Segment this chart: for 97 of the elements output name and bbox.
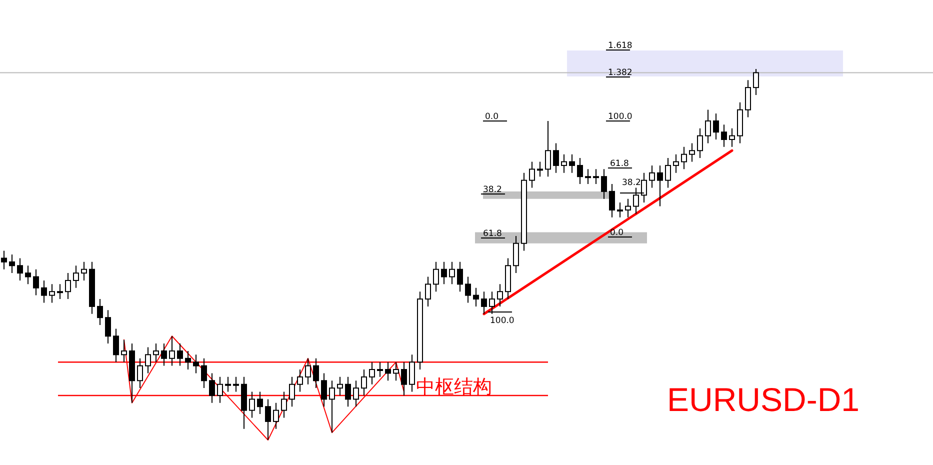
candlestick (353, 380, 359, 408)
candlestick (545, 120, 551, 178)
candlestick (97, 298, 103, 326)
candlestick (729, 128, 735, 148)
annotation: 100.0 (490, 316, 514, 326)
candlestick (329, 380, 335, 434)
candlestick (337, 376, 343, 396)
candlestick (513, 235, 519, 274)
candlestick (689, 142, 695, 162)
candlestick (65, 272, 71, 300)
candlestick (529, 161, 535, 188)
candlestick (17, 258, 23, 281)
candlestick (57, 284, 63, 300)
candlestick (369, 362, 375, 385)
candlestick (465, 276, 471, 304)
candlestick (665, 158, 671, 188)
candlestick (81, 261, 87, 281)
candlestick (609, 184, 615, 218)
candlestick (273, 402, 279, 430)
candlestick (393, 362, 399, 382)
candlestick (441, 261, 447, 285)
candlestick (281, 391, 287, 418)
candlestick (705, 109, 711, 144)
candlestick (33, 268, 39, 296)
candlestick (409, 354, 415, 392)
candlestick (121, 339, 127, 363)
annotation: 1.382 (608, 68, 632, 78)
candlestick (345, 376, 351, 408)
annotation: EURUSD-D1 (667, 381, 860, 418)
candlestick (249, 391, 255, 418)
candlestick (601, 168, 607, 200)
candlestick (361, 369, 367, 396)
annotation: 中枢结构 (416, 376, 492, 398)
candlestick (41, 280, 47, 304)
candlestick (161, 343, 167, 366)
candlestick (553, 142, 559, 174)
candlestick (105, 310, 111, 344)
candlestick (137, 358, 143, 389)
candlestick (617, 202, 623, 218)
annotation: 61.8 (483, 229, 502, 239)
candlestick (305, 358, 311, 385)
annotation: 61.8 (610, 159, 629, 169)
annotation: 38.2 (622, 178, 641, 188)
candlestick (49, 284, 55, 304)
candlestick (265, 398, 271, 440)
annotation: 0.0 (485, 112, 499, 122)
candlestick (561, 154, 567, 174)
candlestick (233, 376, 239, 392)
text: 1.618 (608, 41, 632, 51)
candlestick (385, 362, 391, 382)
candlestick (401, 362, 407, 396)
candlestick (321, 372, 327, 408)
candlestick (377, 362, 383, 378)
candlestick (425, 276, 431, 307)
candlestick (721, 124, 727, 148)
candlestick (625, 198, 631, 218)
candlestick (113, 328, 119, 363)
candlestick (73, 265, 79, 288)
candlestick (681, 146, 687, 170)
annotation: 0.0 (610, 228, 624, 238)
candlestick (745, 80, 751, 118)
candlestick (433, 261, 439, 292)
annotation: 38.2 (483, 185, 502, 195)
candlestick (697, 128, 703, 159)
candlestick (577, 158, 583, 185)
candlestick (25, 265, 31, 285)
candlestick (193, 354, 199, 374)
candlestick (313, 358, 319, 389)
candlestick (449, 261, 455, 285)
candlestick (457, 261, 463, 292)
candlestick (473, 287, 479, 307)
candlestick (289, 376, 295, 408)
candlestick (593, 168, 599, 185)
annotation: 100.0 (608, 112, 632, 122)
candlestick (753, 68, 759, 96)
candlestick (201, 358, 207, 389)
candlestick (497, 284, 503, 307)
candlestick (153, 343, 159, 363)
candlestick (673, 154, 679, 174)
candlestick (9, 254, 15, 274)
candlestick (569, 154, 575, 174)
candlestick (297, 369, 303, 392)
candlestick (185, 350, 191, 370)
candlestick (481, 291, 487, 314)
candlestick (209, 372, 215, 404)
candlestick (585, 168, 591, 185)
candlestick (537, 161, 543, 178)
candlestick (225, 376, 231, 392)
candlestick (257, 391, 263, 415)
candlestick (1, 250, 7, 270)
candlestick (177, 343, 183, 366)
candlestick (713, 113, 719, 140)
candlestick (649, 164, 655, 188)
candlestick (217, 376, 223, 404)
candlestick (145, 346, 151, 374)
candlestick (169, 336, 175, 366)
candlestick (657, 164, 663, 207)
